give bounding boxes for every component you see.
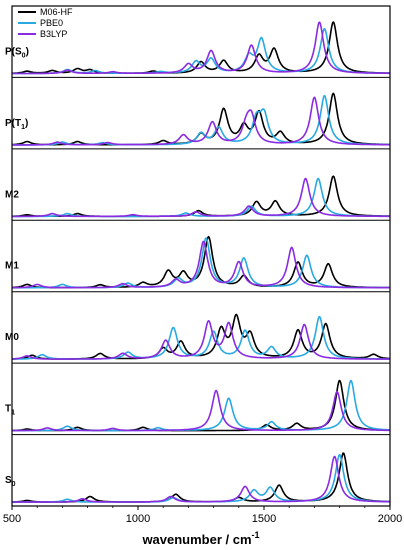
series-line-b3lyp-panel-1 bbox=[12, 96, 390, 146]
panel-0: P(S0) bbox=[5, 21, 390, 78]
series-line-b3lyp-panel-4 bbox=[12, 319, 390, 360]
x-tick-label-2000: 2000 bbox=[378, 513, 402, 525]
series-line-b3lyp-panel-0 bbox=[12, 21, 390, 75]
series-line-m06-hf-panel-2 bbox=[12, 175, 390, 218]
x-axis-label: wavenumber / cm-1 bbox=[141, 530, 259, 547]
series-line-b3lyp-panel-5 bbox=[12, 389, 391, 432]
series-line-pbe0-panel-5 bbox=[12, 379, 391, 432]
panel-1: P(T1) bbox=[5, 92, 390, 150]
legend-label-pbe0: PBE0 bbox=[40, 18, 63, 28]
series-line-m06-hf-panel-0 bbox=[12, 21, 390, 74]
panel-label-0: P(S0) bbox=[5, 46, 29, 59]
panel-5: T1 bbox=[5, 379, 391, 436]
legend-label-b3lyp: B3LYP bbox=[40, 29, 67, 39]
series-line-b3lyp-panel-2 bbox=[12, 177, 390, 218]
x-axis: 500 1000 1500 2000 wavenumber / cm-1 bbox=[3, 5, 402, 547]
plot-frame bbox=[11, 5, 391, 507]
panel-label-1: P(T1) bbox=[5, 118, 28, 131]
x-tick-label-1500: 1500 bbox=[252, 513, 276, 525]
legend-label-m06-hf: M06-HF bbox=[40, 7, 73, 17]
series-line-b3lyp-panel-6 bbox=[12, 455, 390, 503]
panel-6: S0 bbox=[5, 452, 391, 503]
x-tick-label-500: 500 bbox=[3, 513, 21, 525]
panel-label-6: S0 bbox=[5, 475, 16, 488]
x-tick-label-1000: 1000 bbox=[126, 513, 150, 525]
panel-label-5: T1 bbox=[5, 404, 15, 417]
series-line-b3lyp-panel-3 bbox=[12, 240, 390, 289]
